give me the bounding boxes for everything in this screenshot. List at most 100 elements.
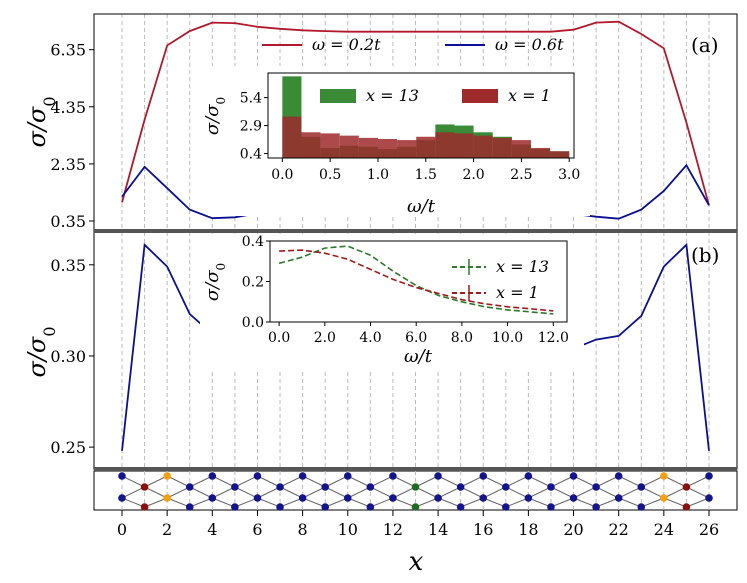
lattice-site bbox=[140, 483, 149, 491]
lattice-bond bbox=[324, 475, 348, 488]
ytick-label-b: 0.35 bbox=[50, 256, 86, 275]
lattice-site bbox=[298, 494, 307, 502]
lattice-bond bbox=[641, 486, 665, 499]
inset-a-bar-1 bbox=[473, 135, 493, 158]
lattice-bond bbox=[415, 497, 439, 508]
lattice-site bbox=[569, 494, 578, 502]
lattice-site bbox=[547, 483, 555, 491]
lattice-bond bbox=[166, 486, 190, 499]
lattice-site bbox=[456, 483, 465, 491]
lattice-bond bbox=[595, 475, 619, 488]
lattice-site bbox=[140, 503, 149, 511]
x-axis-label: x bbox=[409, 547, 424, 577]
lattice-bond bbox=[279, 475, 303, 488]
inset-b-ylabel: σ/σ0 bbox=[202, 263, 228, 301]
ytick-label-a: 0.35 bbox=[50, 212, 86, 231]
xtick-label: 22 bbox=[609, 520, 629, 539]
lattice-bond bbox=[618, 486, 642, 499]
inset-a-ylabel: σ/σ0 bbox=[202, 97, 228, 135]
inset-a-xtick-label: 1.0 bbox=[367, 167, 389, 183]
lattice-bond bbox=[595, 486, 619, 499]
lattice-bond bbox=[234, 497, 258, 508]
lattice-site bbox=[479, 472, 488, 480]
lattice-site bbox=[524, 494, 533, 502]
lattice-bond bbox=[257, 497, 281, 508]
inset-a-ytick-label: 5.4 bbox=[240, 91, 262, 107]
inset-b-line-1 bbox=[279, 249, 554, 312]
legend-a-1-label: ω = 0.6t bbox=[495, 35, 564, 54]
inset-a-bar-1 bbox=[511, 140, 531, 158]
xtick-label: 16 bbox=[473, 520, 493, 539]
lattice-site bbox=[411, 503, 420, 511]
lattice-bond bbox=[302, 497, 326, 508]
lattice-bond bbox=[528, 486, 552, 499]
lattice-bond bbox=[392, 497, 416, 508]
lattice-bond bbox=[437, 486, 461, 499]
lattice-site bbox=[321, 483, 329, 491]
lattice-site bbox=[163, 472, 171, 480]
lattice-site bbox=[253, 472, 262, 480]
lattice-bond bbox=[121, 486, 145, 499]
inset-b-xlabel: ω/t bbox=[404, 346, 433, 367]
lattice-bond bbox=[144, 475, 168, 488]
y-axis-label-a: σ/σ0 bbox=[23, 96, 59, 147]
lattice-site bbox=[208, 494, 217, 502]
lattice-bond bbox=[505, 486, 529, 499]
lattice-bond bbox=[641, 475, 665, 488]
lattice-site bbox=[411, 483, 420, 491]
xtick-label: 20 bbox=[563, 520, 583, 539]
lattice-bond bbox=[279, 497, 303, 508]
xtick-label: 4 bbox=[207, 520, 217, 539]
lattice-site bbox=[456, 503, 465, 511]
lattice-bond bbox=[166, 497, 190, 508]
lattice-site bbox=[434, 472, 442, 480]
lattice-site bbox=[321, 503, 329, 511]
inset-b-bg bbox=[200, 234, 584, 372]
lattice-site bbox=[705, 494, 713, 502]
inset-a-xlabel: ω/t bbox=[407, 196, 436, 217]
inset-a-legend-label-0: x = 13 bbox=[366, 86, 419, 105]
lattice-site bbox=[660, 494, 668, 502]
inset-a-bar-1 bbox=[454, 133, 474, 158]
lattice-site bbox=[185, 503, 194, 511]
lattice-strip bbox=[93, 470, 738, 511]
inset-b-xtick-label: 8.0 bbox=[451, 330, 473, 346]
lattice-bond bbox=[189, 497, 213, 508]
lattice-site bbox=[434, 494, 442, 502]
lattice-bond bbox=[121, 497, 145, 508]
lattice-site bbox=[637, 503, 646, 511]
lattice-bond bbox=[370, 475, 394, 488]
xtick-label: 24 bbox=[654, 520, 674, 539]
lattice-bond bbox=[257, 475, 281, 488]
lattice-bond bbox=[686, 486, 710, 499]
inset-b-ytick-label: 0.0 bbox=[242, 315, 264, 331]
inset-b-ytick-label: 0.2 bbox=[242, 275, 264, 291]
inset-a-bar-1 bbox=[530, 147, 551, 158]
lattice-site bbox=[118, 494, 126, 502]
lattice-site bbox=[343, 494, 352, 502]
xtick-label: 14 bbox=[428, 520, 448, 539]
x-axis: 0 2 4 6 8 10 12 14 16 18 20 22 24 26x bbox=[117, 510, 719, 577]
panel-separator-1 bbox=[94, 229, 737, 233]
lattice-bond bbox=[144, 497, 168, 508]
lattice-bond bbox=[347, 497, 371, 508]
lattice-bond bbox=[663, 497, 687, 508]
lattice-bond bbox=[189, 486, 213, 499]
lattice-site bbox=[614, 494, 623, 502]
lattice-site bbox=[208, 472, 217, 480]
inset-a-ytick-label: 2.9 bbox=[240, 119, 262, 135]
lattice-bond bbox=[166, 475, 190, 488]
lattice-bond bbox=[325, 497, 348, 508]
ytick-label-a: 2.35 bbox=[50, 155, 86, 174]
inset-a-legend-swatch-0 bbox=[320, 89, 356, 103]
lattice-bond bbox=[257, 486, 281, 499]
lattice-bond bbox=[595, 497, 619, 508]
lattice-bond bbox=[573, 486, 597, 499]
inset-b-xtick-label: 2.0 bbox=[314, 330, 336, 346]
lattice-bond bbox=[641, 497, 665, 508]
lattice-site bbox=[366, 483, 375, 491]
legend-a-0-label: ω = 0.2t bbox=[312, 35, 381, 54]
lattice-site bbox=[276, 483, 284, 491]
lattice-bond bbox=[279, 486, 303, 499]
lattice-bond bbox=[460, 497, 484, 508]
